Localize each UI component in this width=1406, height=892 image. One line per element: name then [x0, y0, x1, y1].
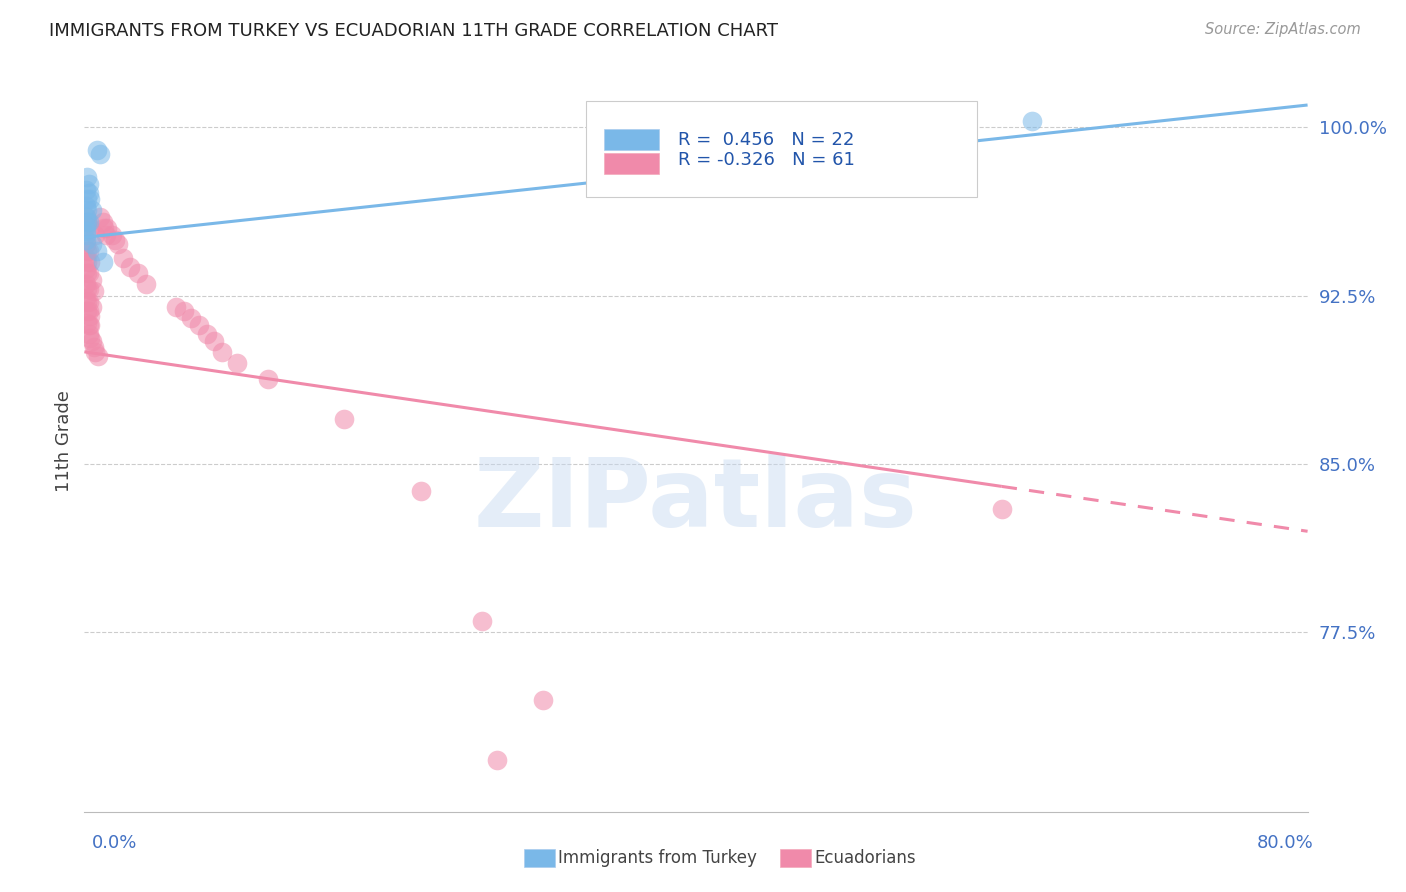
Point: [76, 215, 98, 229]
Point: [75, 237, 97, 252]
Point: [76, 295, 98, 310]
Point: [195, 326, 218, 341]
Point: [96, 221, 118, 235]
Point: [76, 169, 98, 184]
Point: [1021, 113, 1043, 128]
Point: [79, 309, 101, 323]
Point: [991, 501, 1014, 516]
Point: [76, 215, 98, 229]
Point: [120, 260, 142, 274]
Point: [79, 331, 101, 345]
Point: [188, 318, 211, 332]
Point: [165, 300, 187, 314]
Text: Source: ZipAtlas.com: Source: ZipAtlas.com: [1205, 22, 1361, 37]
Point: [91, 215, 114, 229]
Point: [80, 300, 103, 314]
Point: [75, 228, 97, 243]
Text: 80.0%: 80.0%: [1257, 834, 1313, 852]
Point: [76, 304, 98, 318]
Point: [77, 318, 100, 332]
Point: [107, 237, 129, 252]
Point: [89, 210, 111, 224]
Point: [226, 356, 249, 370]
Point: [91, 255, 114, 269]
Point: [75, 251, 97, 265]
Point: [94, 228, 117, 243]
Point: [79, 318, 101, 332]
Point: [79, 221, 101, 235]
Point: [77, 304, 100, 318]
Point: [75, 261, 97, 276]
Point: [333, 412, 356, 426]
Text: Immigrants from Turkey: Immigrants from Turkey: [558, 849, 756, 867]
Text: R = -0.326   N = 61: R = -0.326 N = 61: [678, 152, 855, 169]
Point: [180, 311, 202, 326]
Point: [202, 334, 225, 348]
Y-axis label: 11th Grade: 11th Grade: [55, 391, 73, 492]
Point: [87, 349, 110, 363]
FancyBboxPatch shape: [605, 129, 659, 150]
Point: [75, 219, 97, 234]
Point: [84, 344, 107, 359]
Point: [77, 244, 100, 258]
Point: [127, 266, 149, 280]
Point: [77, 295, 100, 310]
Text: R =  0.456   N = 22: R = 0.456 N = 22: [678, 131, 853, 149]
Point: [76, 192, 98, 206]
Point: [104, 233, 127, 247]
FancyBboxPatch shape: [605, 153, 659, 174]
Point: [257, 372, 280, 386]
Text: 0.0%: 0.0%: [91, 834, 136, 852]
Point: [75, 183, 97, 197]
Point: [79, 255, 101, 269]
Point: [75, 291, 97, 305]
Point: [76, 203, 98, 218]
Point: [486, 753, 509, 767]
Point: [75, 199, 97, 213]
Point: [76, 282, 98, 296]
Point: [76, 255, 98, 269]
Point: [409, 483, 432, 498]
Point: [89, 147, 111, 161]
Text: IMMIGRANTS FROM TURKEY VS ECUADORIAN 11TH GRADE CORRELATION CHART: IMMIGRANTS FROM TURKEY VS ECUADORIAN 11T…: [49, 22, 778, 40]
Point: [76, 266, 98, 280]
Point: [471, 614, 494, 628]
Point: [111, 251, 134, 265]
Point: [86, 244, 108, 258]
Point: [79, 192, 101, 206]
Point: [135, 277, 157, 292]
Point: [80, 334, 103, 348]
Point: [76, 316, 98, 330]
Point: [77, 177, 100, 191]
Point: [84, 228, 107, 243]
Text: Ecuadorians: Ecuadorians: [814, 849, 915, 867]
Point: [77, 326, 100, 341]
Point: [80, 237, 103, 252]
Point: [77, 215, 100, 229]
Point: [75, 277, 97, 292]
Point: [101, 228, 124, 243]
Point: [211, 344, 233, 359]
Point: [173, 304, 195, 318]
Point: [531, 692, 554, 706]
Point: [86, 143, 108, 157]
Point: [75, 233, 97, 247]
Point: [75, 224, 97, 238]
Point: [83, 284, 105, 298]
Point: [77, 186, 100, 200]
Text: ZIPatlas: ZIPatlas: [474, 454, 918, 548]
FancyBboxPatch shape: [586, 101, 977, 197]
Point: [77, 266, 100, 280]
Point: [75, 210, 97, 224]
Point: [93, 221, 115, 235]
Point: [83, 340, 105, 354]
Point: [80, 273, 103, 287]
Point: [76, 244, 98, 258]
Point: [80, 203, 103, 218]
Point: [77, 282, 100, 296]
Point: [75, 210, 97, 224]
